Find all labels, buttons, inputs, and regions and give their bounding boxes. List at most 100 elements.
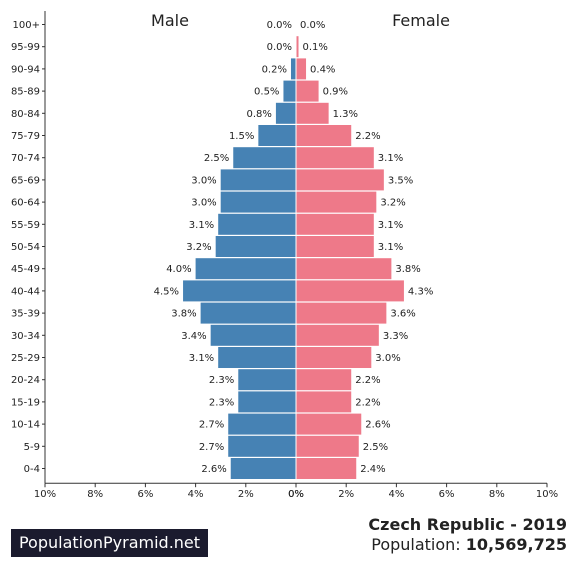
x-tick-label-left-2: 6% [137,489,153,500]
bar-male-35-39 [200,302,296,324]
male-value-25-29: 3.1% [189,353,214,364]
population-value: 10,569,725 [465,535,567,554]
age-label-95-99: 95-99 [11,42,40,53]
female-value-80-84: 1.3% [333,109,358,120]
age-label-75-79: 75-79 [11,131,40,142]
female-value-90-94: 0.4% [310,64,335,75]
age-label-55-59: 55-59 [11,220,40,231]
bar-male-50-54 [215,236,296,257]
bar-female-65-69 [296,169,384,191]
female-value-10-14: 2.6% [365,420,390,431]
male-value-95-99: 0.0% [267,42,292,53]
female-value-25-29: 3.0% [375,353,400,364]
female-value-100+: 0.0% [300,20,325,31]
x-tick-label-left-0: 10% [34,489,56,500]
bar-female-50-54 [296,236,374,257]
brand-logo[interactable]: PopulationPyramid.net [11,529,208,557]
bar-male-85-89 [283,80,296,102]
bar-female-95-99 [296,36,299,58]
male-value-70-74: 2.5% [204,153,229,164]
x-tick-label-left-5: 0% [288,489,304,500]
bar-male-65-69 [220,169,296,191]
bar-male-5-9 [228,435,296,457]
bar-female-45-49 [296,258,392,280]
bar-female-85-89 [296,80,319,102]
x-tick-label-left-4: 2% [238,489,254,500]
male-value-55-59: 3.1% [189,220,214,231]
male-value-45-49: 4.0% [166,264,191,275]
age-label-20-24: 20-24 [11,375,40,386]
bar-male-30-34 [210,324,296,346]
female-value-60-64: 3.2% [380,198,405,209]
bar-female-25-29 [296,347,372,368]
female-value-65-69: 3.5% [388,175,413,186]
female-value-55-59: 3.1% [378,220,403,231]
male-value-85-89: 0.5% [254,87,279,98]
male-value-90-94: 0.2% [262,64,287,75]
male-value-0-4: 2.6% [201,464,226,475]
female-side-label: Female [392,11,450,30]
bar-female-80-84 [296,102,329,124]
male-value-5-9: 2.7% [199,442,224,453]
male-value-50-54: 3.2% [186,242,211,253]
age-label-40-44: 40-44 [11,286,40,297]
female-value-20-24: 2.2% [355,375,380,386]
male-value-35-39: 3.8% [171,309,196,320]
age-label-65-69: 65-69 [11,175,40,186]
male-value-80-84: 0.8% [247,109,272,120]
age-label-30-34: 30-34 [11,331,40,342]
bar-male-15-19 [238,391,296,413]
female-value-35-39: 3.6% [390,309,415,320]
bar-female-20-24 [296,369,352,391]
x-tick-label-left-1: 8% [87,489,103,500]
female-value-30-34: 3.3% [383,331,408,342]
male-value-10-14: 2.7% [199,420,224,431]
bar-female-15-19 [296,391,352,413]
male-value-20-24: 2.3% [209,375,234,386]
bar-male-40-44 [183,280,296,302]
country-title: Czech Republic - 2019 [368,515,567,534]
male-value-65-69: 3.0% [191,175,216,186]
age-label-35-39: 35-39 [11,309,40,320]
x-tick-label-right-0: 0% [288,489,304,500]
age-label-15-19: 15-19 [11,397,40,408]
bar-male-20-24 [238,369,296,391]
population-pyramid-chart: Male Female 100+ 0.0% 0.0% 95-99 0.0% 0.1% 90-94… [11,11,558,500]
bar-female-5-9 [296,435,359,457]
age-label-100+: 100+ [13,20,40,31]
bar-male-0-4 [230,458,296,479]
male-value-30-34: 3.4% [181,331,206,342]
age-label-50-54: 50-54 [11,242,40,253]
bar-female-35-39 [296,302,387,324]
bar-male-80-84 [275,102,296,124]
age-label-70-74: 70-74 [11,153,40,164]
male-value-75-79: 1.5% [229,131,254,142]
age-label-45-49: 45-49 [11,264,40,275]
female-value-75-79: 2.2% [355,131,380,142]
bar-female-90-94 [296,58,307,80]
age-label-0-4: 0-4 [24,464,40,475]
male-value-100+: 0.0% [267,20,292,31]
male-value-40-44: 4.5% [154,286,179,297]
x-tick-label-right-4: 8% [489,489,505,500]
age-label-85-89: 85-89 [11,87,40,98]
age-label-10-14: 10-14 [11,420,40,431]
bar-male-55-59 [218,213,296,235]
age-label-90-94: 90-94 [11,64,40,75]
x-tick-label-right-1: 2% [338,489,354,500]
bar-female-0-4 [296,458,357,479]
female-value-40-44: 4.3% [408,286,433,297]
male-value-60-64: 3.0% [191,198,216,209]
female-value-70-74: 3.1% [378,153,403,164]
population-line: Population: 10,569,725 [371,535,567,554]
bar-male-60-64 [220,191,296,213]
bar-male-25-29 [218,347,296,368]
bar-male-10-14 [228,413,296,435]
bar-female-55-59 [296,213,374,235]
age-label-25-29: 25-29 [11,353,40,364]
female-value-15-19: 2.2% [355,397,380,408]
bar-male-75-79 [258,125,296,146]
age-label-5-9: 5-9 [24,442,40,453]
female-value-95-99: 0.1% [303,42,328,53]
x-tick-label-right-3: 6% [439,489,455,500]
